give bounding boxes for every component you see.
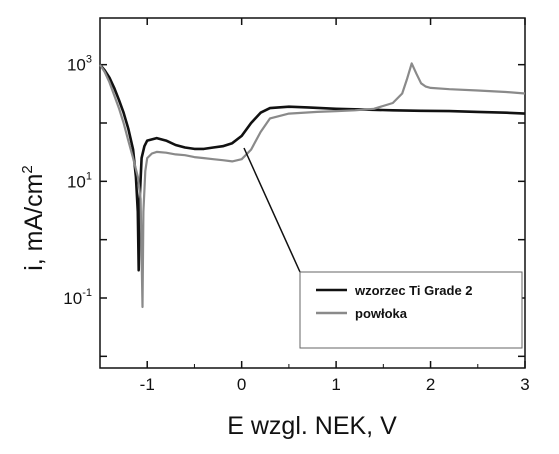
legend-box <box>299 271 523 349</box>
x-tick-label: -1 <box>140 375 155 394</box>
x-tick-label: 2 <box>426 375 435 394</box>
y-tick-base: 10 <box>67 56 86 75</box>
x-tick-label: 1 <box>331 375 340 394</box>
y-tick-exponent: 3 <box>86 54 92 66</box>
series-layer <box>99 62 526 309</box>
y-tick-label: 101 <box>67 170 92 191</box>
x-tick-label: 0 <box>237 375 246 394</box>
legend-label-wzorzec: wzorzec Ti Grade 2 <box>354 283 473 298</box>
y-axis-title-exponent: 2 <box>19 165 36 173</box>
legend-pointer-line <box>243 147 301 273</box>
y-tick-exponent: 1 <box>86 170 92 182</box>
y-tick-label: 103 <box>67 54 92 75</box>
series-line-1 <box>99 62 526 309</box>
y-tick-label: 10-1 <box>63 287 92 308</box>
y-axis-title-main: i, mA/cm <box>20 174 48 271</box>
y-tick-exponent: -1 <box>82 287 92 299</box>
x-axis-title: E wzgl. NEK, V <box>227 412 397 440</box>
y-tick-base: 10 <box>63 289 82 308</box>
x-tick-label: 3 <box>520 375 529 394</box>
y-tick-base: 10 <box>67 172 86 191</box>
x-axis-ticks: -1 0 1 2 3 <box>99 18 530 394</box>
y-axis-title: i, mA/cm2 <box>19 165 48 271</box>
legend-label-powloka: powłoka <box>355 306 408 321</box>
